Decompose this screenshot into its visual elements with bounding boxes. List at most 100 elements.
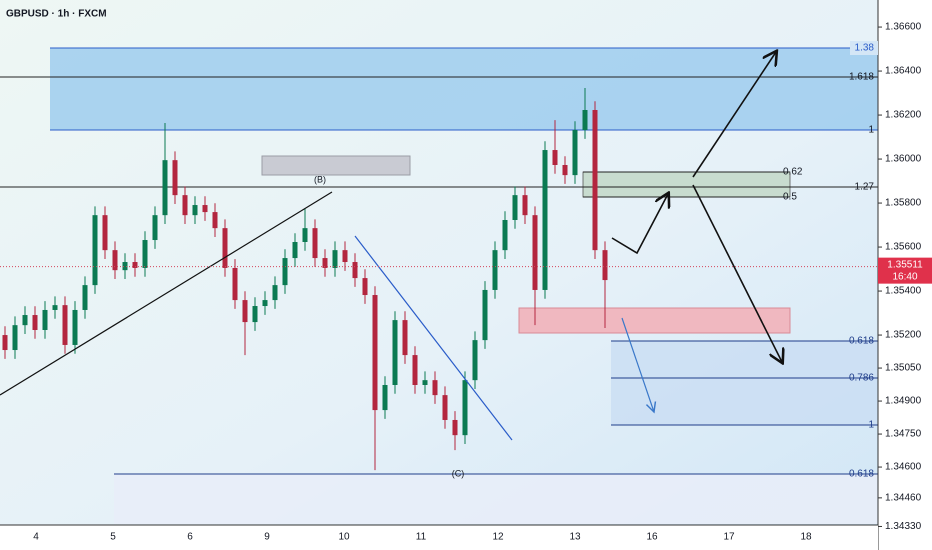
- candle-body: [312, 228, 318, 259]
- last-price: 1.35511: [887, 259, 923, 270]
- candle-body: [302, 228, 308, 242]
- candle-body: [392, 320, 398, 385]
- countdown: 16:40: [892, 271, 917, 282]
- candle-body: [112, 250, 118, 271]
- candle-body: [472, 340, 478, 381]
- candle-body: [422, 380, 428, 385]
- y-tick-label: 1.36400: [885, 66, 922, 77]
- candle-body: [62, 305, 68, 345]
- candle-body: [82, 285, 88, 310]
- candle-body: [102, 215, 108, 251]
- candle-body: [2, 335, 8, 351]
- x-tick-label: 17: [723, 532, 735, 543]
- candle-body: [192, 205, 198, 216]
- candle-body: [282, 258, 288, 286]
- fib-label: 1.27: [855, 182, 875, 193]
- candle-body: [322, 258, 328, 268]
- trendline: [0, 191, 333, 396]
- x-tick-label: 4: [33, 532, 39, 543]
- zone: [582, 171, 791, 198]
- x-tick-label: 11: [416, 532, 427, 543]
- x-tick-label: 16: [646, 532, 658, 543]
- candle-body: [442, 395, 448, 420]
- y-tick-label: 1.34600: [885, 462, 922, 473]
- candle-body: [572, 130, 578, 176]
- level-lines: [0, 47, 878, 475]
- y-tick-label: 1.34750: [885, 429, 922, 440]
- candle-body: [432, 380, 438, 396]
- candle-body: [382, 385, 388, 411]
- candle-body: [42, 309, 48, 330]
- candle-body: [182, 195, 188, 216]
- candle-body: [332, 250, 338, 268]
- candle-body: [52, 305, 58, 310]
- arrow: [692, 52, 776, 178]
- candle-body: [352, 262, 358, 279]
- candle-body: [452, 419, 458, 436]
- candle-body: [172, 160, 178, 196]
- y-tick-label: 1.35200: [885, 330, 922, 341]
- candle-body: [602, 250, 608, 281]
- y-tick-label: 1.35400: [885, 286, 922, 297]
- candle-body: [562, 165, 568, 176]
- candle-body: [342, 250, 348, 263]
- candle-body: [122, 262, 128, 271]
- candle-body: [212, 212, 218, 229]
- candle-body: [402, 320, 408, 356]
- candle-body: [292, 242, 298, 259]
- candle-body: [592, 110, 598, 251]
- candle-body: [462, 380, 468, 436]
- annotation: (C): [452, 468, 465, 478]
- x-tick-label: 13: [569, 532, 581, 543]
- y-tick-label: 1.35600: [885, 242, 922, 253]
- x-tick-label: 10: [338, 532, 350, 543]
- candle-body: [582, 110, 588, 131]
- candle-body: [262, 300, 268, 307]
- candles: [2, 88, 608, 471]
- zone-label: 0.5: [783, 192, 797, 203]
- zone: [611, 341, 878, 425]
- fib-label: 1.618: [849, 72, 874, 83]
- candle-body: [542, 150, 548, 290]
- y-tick-label: 1.34900: [885, 396, 922, 407]
- x-tick-label: 9: [264, 532, 270, 543]
- zone: [50, 48, 878, 130]
- candle-body: [482, 289, 488, 341]
- fib-label: 0.786: [849, 373, 874, 384]
- arrow: [611, 194, 668, 255]
- y-tick-label: 1.34330: [885, 521, 922, 532]
- candle-body: [32, 315, 38, 330]
- zone: [518, 307, 791, 334]
- candle-body: [492, 250, 498, 290]
- y-tick-label: 1.36000: [885, 154, 922, 165]
- candle-body: [272, 285, 278, 301]
- x-tick-label: 5: [110, 532, 116, 543]
- fib-label: 1.38: [855, 43, 875, 54]
- candle-body: [22, 315, 28, 326]
- y-tick-label: 1.35050: [885, 363, 922, 374]
- candle-body: [142, 240, 148, 268]
- fib-label: 1: [868, 420, 874, 431]
- candle-body: [512, 195, 518, 220]
- price-badge: [878, 257, 932, 284]
- candle-body: [12, 325, 18, 351]
- candle-body: [222, 228, 228, 268]
- fib-label: 0.618: [849, 469, 874, 480]
- zone: [261, 155, 411, 176]
- fib-labels: 1.38 1.618 1 1.27 0.618 0.786 1 0.618: [849, 41, 878, 480]
- y-tick-label: 1.35800: [885, 198, 922, 209]
- label-bg: [850, 41, 878, 55]
- chart-title: GBPUSD · 1h · FXCM: [6, 9, 107, 20]
- candle-body: [152, 215, 158, 241]
- candle-body: [522, 195, 528, 216]
- fib-label: 0.618: [849, 336, 874, 347]
- fib-label: 1: [868, 125, 874, 136]
- y-tick-label: 1.36600: [885, 22, 922, 33]
- candle-body: [532, 215, 538, 290]
- x-tick-label: 18: [800, 532, 812, 543]
- candle-body: [552, 150, 558, 165]
- candle-body: [372, 295, 378, 411]
- arrow: [621, 317, 654, 412]
- candle-body: [232, 267, 238, 301]
